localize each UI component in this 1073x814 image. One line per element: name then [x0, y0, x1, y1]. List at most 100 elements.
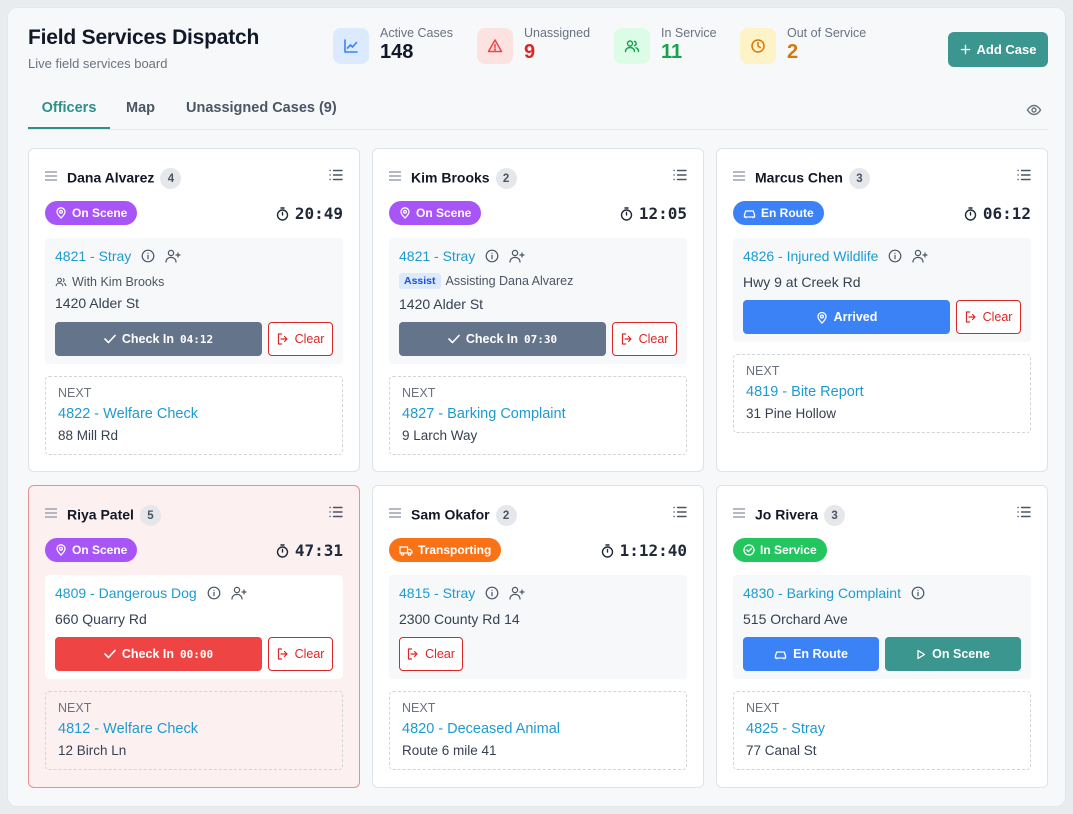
officer-card: Kim Brooks 2 On Scene 12:05 4821 - Stray … — [372, 148, 704, 472]
list-menu-icon[interactable] — [1017, 169, 1031, 181]
stopwatch-icon — [964, 206, 977, 221]
add-case-button[interactable]: Add Case — [948, 32, 1048, 67]
status-badge: On Scene — [389, 201, 482, 225]
info-icon[interactable] — [888, 249, 902, 263]
add-case-label: Add Case — [976, 42, 1037, 57]
info-icon[interactable] — [911, 586, 925, 600]
case-count-badge: 4 — [160, 168, 182, 189]
drag-handle-icon[interactable] — [389, 171, 401, 181]
users-icon — [614, 28, 650, 64]
logout-icon — [277, 333, 288, 345]
drag-handle-icon[interactable] — [45, 171, 57, 181]
tab-unassigned-cases[interactable]: Unassigned Cases (9) — [186, 100, 337, 116]
next-case-address: 77 Canal St — [746, 743, 817, 758]
list-menu-icon[interactable] — [673, 169, 687, 181]
check-in-button[interactable]: Check In 00:00 — [55, 637, 262, 671]
case-address: 1420 Alder St — [55, 295, 140, 311]
next-label: NEXT — [58, 701, 92, 715]
case-link[interactable]: 4830 - Barking Complaint — [743, 585, 925, 601]
check-in-button[interactable]: Check In 04:12 — [55, 322, 262, 356]
officer-card: Sam Okafor 2 Transporting 1:12:40 4815 - … — [372, 485, 704, 788]
status-label: On Scene — [72, 543, 128, 557]
drag-handle-icon[interactable] — [733, 171, 745, 181]
next-case-link[interactable]: 4822 - Welfare Check — [58, 406, 198, 422]
case-address: 515 Orchard Ave — [743, 611, 848, 627]
list-menu-icon[interactable] — [1017, 506, 1031, 518]
info-icon[interactable] — [207, 586, 221, 600]
info-icon[interactable] — [141, 249, 155, 263]
info-icon[interactable] — [485, 249, 499, 263]
eye-icon[interactable] — [1026, 102, 1042, 118]
next-case-link[interactable]: 4819 - Bite Report — [746, 384, 864, 400]
tab-map[interactable]: Map — [126, 100, 155, 116]
check-icon — [104, 649, 116, 659]
elapsed-timer: 20:49 — [276, 204, 343, 223]
assign-user-icon[interactable] — [231, 586, 247, 600]
next-label: NEXT — [746, 701, 780, 715]
officer-name: Kim Brooks 2 — [411, 168, 517, 189]
on-scene-button[interactable]: On Scene — [885, 637, 1021, 671]
clear-button[interactable]: Clear — [268, 637, 333, 671]
next-case-link[interactable]: 4820 - Deceased Animal — [402, 721, 560, 737]
logout-icon — [277, 648, 288, 660]
next-case-link[interactable]: 4812 - Welfare Check — [58, 721, 198, 737]
case-address: 2300 County Rd 14 — [399, 611, 520, 627]
next-case-link[interactable]: 4825 - Stray — [746, 721, 825, 737]
tab-officers[interactable]: Officers — [28, 100, 110, 129]
officer-name: Marcus Chen 3 — [755, 168, 870, 189]
info-icon[interactable] — [485, 586, 499, 600]
next-case: NEXT 4825 - Stray 77 Canal St — [733, 691, 1031, 770]
assign-user-icon[interactable] — [912, 249, 929, 263]
case-link[interactable]: 4821 - Stray — [399, 248, 525, 264]
en-route-button[interactable]: En Route — [743, 637, 879, 671]
status-label: In Service — [760, 543, 817, 557]
assign-user-icon[interactable] — [509, 586, 525, 600]
plus-icon — [960, 44, 970, 55]
next-case-link[interactable]: 4827 - Barking Complaint — [402, 406, 566, 422]
elapsed-timer: 12:05 — [620, 204, 687, 223]
stat-value: 9 — [524, 41, 536, 63]
clear-button[interactable]: Clear — [612, 322, 677, 356]
case-count-badge: 3 — [824, 505, 846, 526]
car-icon — [743, 209, 756, 218]
clear-button[interactable]: Clear — [399, 637, 463, 671]
tab-bar: Officers Map Unassigned Cases (9) — [28, 92, 1048, 130]
case-link[interactable]: 4826 - Injured Wildlife — [743, 248, 929, 264]
arrived-button[interactable]: Arrived — [743, 300, 950, 334]
assign-user-icon[interactable] — [509, 249, 525, 263]
timer-value: 06:12 — [982, 204, 1031, 223]
status-badge: On Scene — [45, 538, 138, 562]
stat-label: Unassigned — [524, 26, 591, 40]
assist-chip: Assist — [399, 273, 441, 289]
list-menu-icon[interactable] — [329, 169, 343, 181]
next-label: NEXT — [402, 386, 436, 400]
drag-handle-icon[interactable] — [45, 508, 57, 518]
list-menu-icon[interactable] — [673, 506, 687, 518]
case-link[interactable]: 4815 - Stray — [399, 585, 525, 601]
list-menu-icon[interactable] — [329, 506, 343, 518]
case-link[interactable]: 4809 - Dangerous Dog — [55, 585, 247, 601]
status-badge: In Service — [733, 538, 827, 562]
stat-value: 2 — [787, 41, 799, 63]
case-link[interactable]: 4821 - Stray — [55, 248, 181, 264]
elapsed-timer: 1:12:40 — [601, 541, 687, 560]
next-case: NEXT 4819 - Bite Report 31 Pine Hollow — [733, 354, 1031, 433]
drag-handle-icon[interactable] — [733, 508, 745, 518]
stat-label: Active Cases — [380, 26, 453, 40]
stopwatch-icon — [276, 206, 289, 221]
clear-button[interactable]: Clear — [268, 322, 333, 356]
logout-icon — [621, 333, 632, 345]
clear-button[interactable]: Clear — [956, 300, 1021, 334]
check-in-button[interactable]: Check In 07:30 — [399, 322, 606, 356]
drag-handle-icon[interactable] — [389, 508, 401, 518]
case-count-badge: 5 — [139, 505, 161, 526]
status-badge: Transporting — [389, 538, 502, 562]
next-label: NEXT — [746, 364, 780, 378]
header: Field Services Dispatch Live field servi… — [28, 24, 1048, 80]
status-badge: On Scene — [45, 201, 138, 225]
car-icon — [774, 650, 787, 659]
officer-card: Jo Rivera 3 In Service 4830 - Barking Com… — [716, 485, 1048, 788]
assign-user-icon[interactable] — [165, 249, 181, 263]
check-icon — [448, 334, 460, 344]
current-assignment: 4821 - Stray With Kim Brooks 1420 Alder … — [45, 238, 343, 364]
